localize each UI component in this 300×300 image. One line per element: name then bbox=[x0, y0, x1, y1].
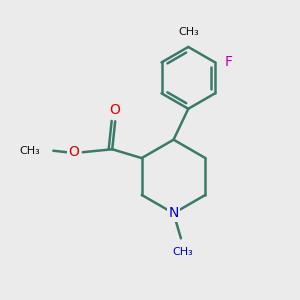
Text: F: F bbox=[224, 56, 232, 69]
Text: CH₃: CH₃ bbox=[19, 146, 40, 156]
Text: O: O bbox=[68, 145, 79, 159]
Text: CH₃: CH₃ bbox=[178, 27, 199, 37]
Text: N: N bbox=[168, 206, 179, 220]
Text: CH₃: CH₃ bbox=[172, 247, 193, 256]
Text: O: O bbox=[110, 103, 121, 117]
